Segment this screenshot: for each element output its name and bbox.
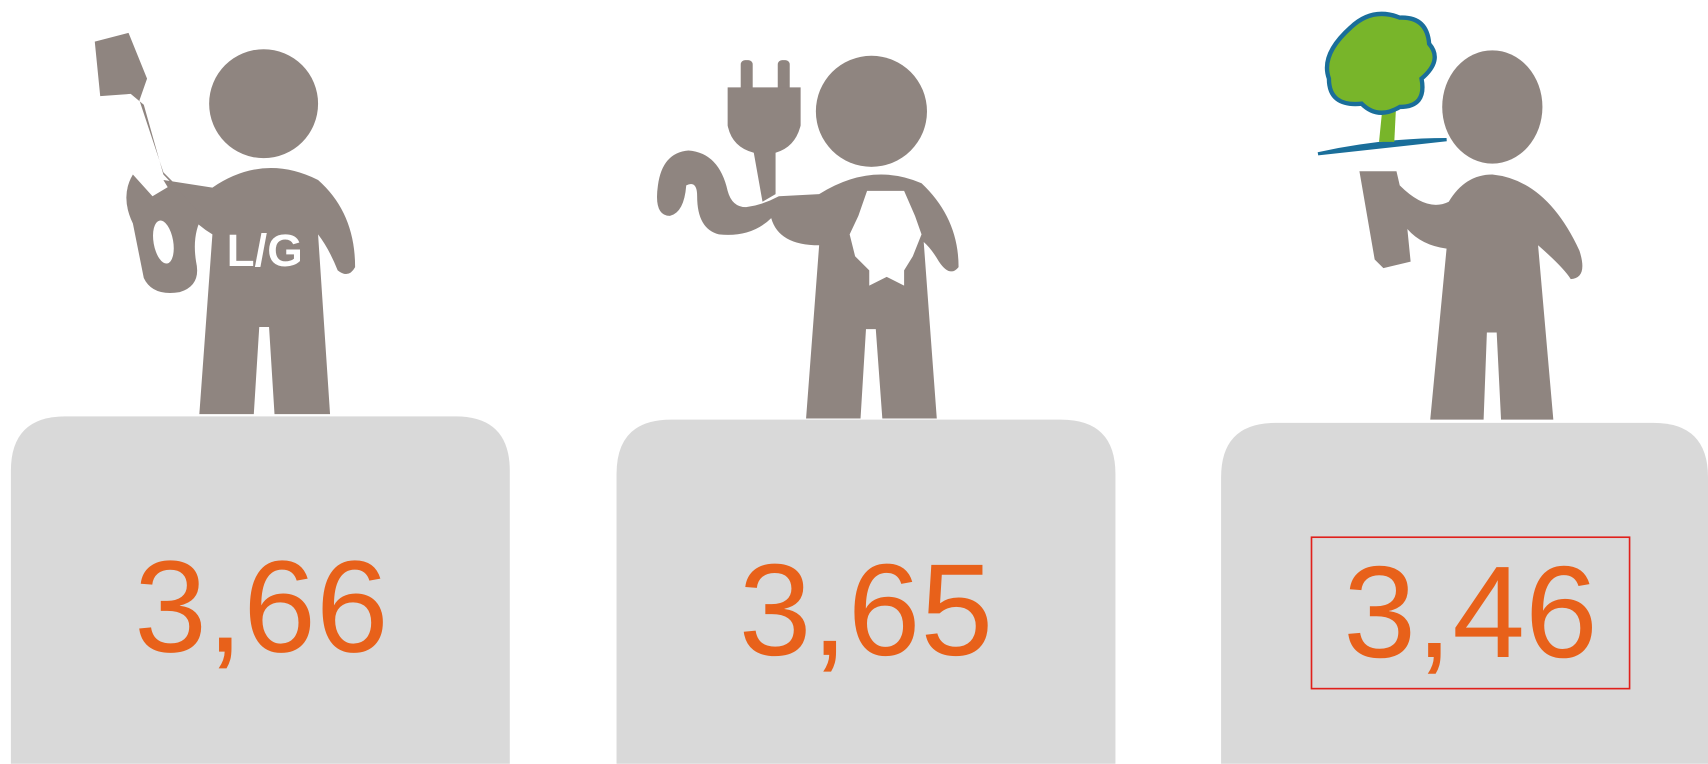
value: 3,46: [1343, 539, 1597, 685]
value: 3,66: [134, 534, 388, 680]
figure-tree: [1318, 14, 1582, 420]
page: L/G 3,66 3,65 3,46 (() => { const data =…: [0, 0, 1708, 764]
figure-plug: [657, 56, 959, 419]
figure-guitar: [95, 33, 355, 414]
value: 3,65: [739, 537, 993, 683]
infographic: L/G 3,66 3,65 3,46: [0, 0, 1708, 764]
figure-badge: L/G: [227, 225, 303, 276]
